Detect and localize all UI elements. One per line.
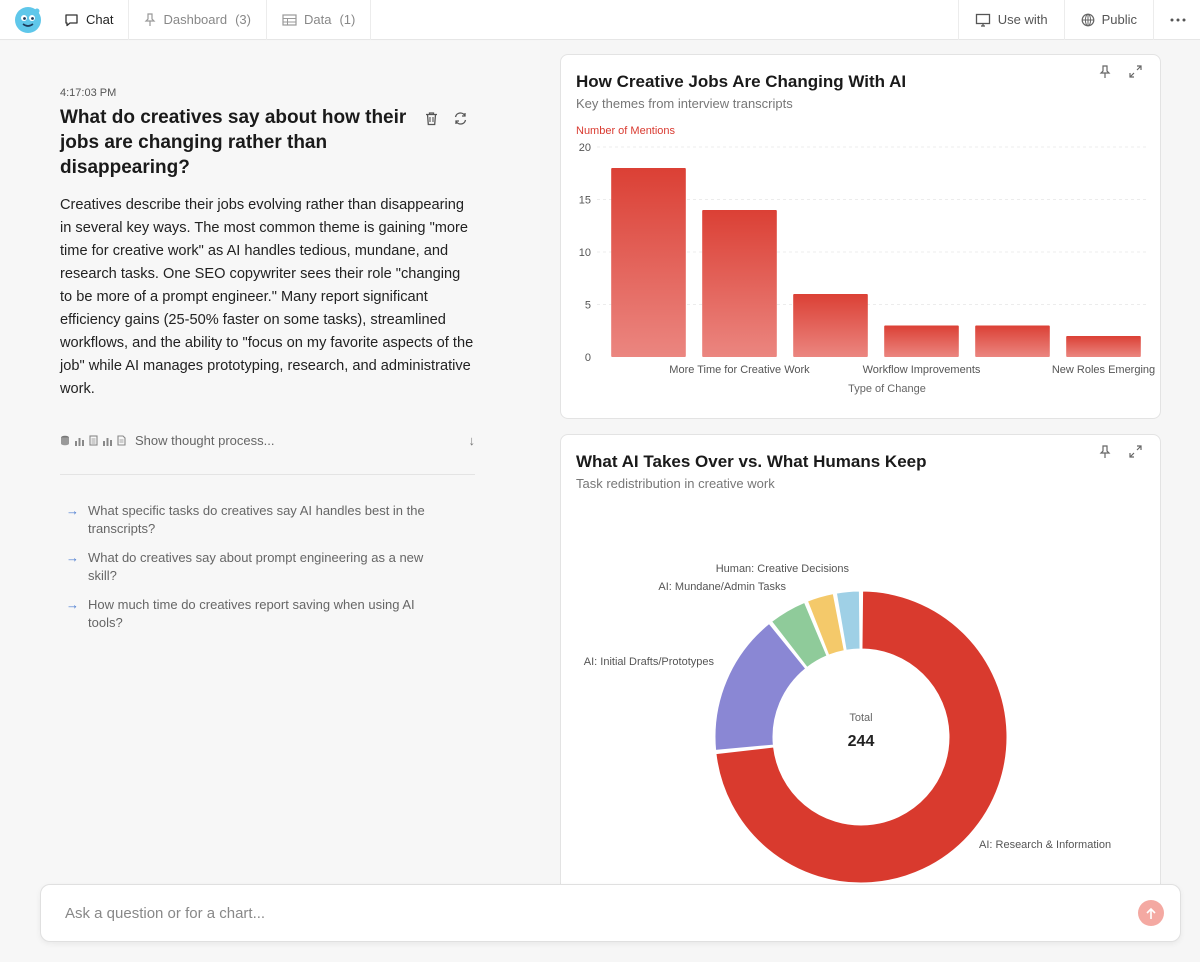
x-axis-label: Type of Change (848, 383, 926, 395)
bar-chart: Number of Mentions 0 5 10 15 20 More Time for … (576, 125, 1155, 395)
arrow-right-icon: → (66, 597, 79, 612)
followup-suggestions: → What specific tasks do creatives say AI… (66, 502, 446, 643)
arrow-right-icon: → (66, 550, 79, 565)
bar-chart-icon (75, 437, 84, 446)
slice-label: AI: Research & Information (979, 839, 1111, 851)
public-label: Public (1101, 12, 1137, 27)
y-axis-label: Number of Mentions (576, 125, 676, 137)
y-tick-label: 15 (579, 195, 591, 207)
chat-input[interactable] (65, 904, 1138, 922)
bar[interactable] (975, 325, 1050, 358)
more-options-button[interactable] (1153, 0, 1200, 40)
y-tick-label: 20 (579, 142, 591, 154)
donut-slice[interactable] (835, 590, 861, 651)
bar[interactable] (611, 168, 686, 357)
pin-icon[interactable] (1099, 445, 1111, 459)
slice-label: AI: Initial Drafts/Prototypes (584, 656, 715, 668)
arrow-up-icon (1146, 907, 1156, 919)
divider (60, 474, 475, 475)
bar[interactable] (1066, 336, 1141, 357)
use-with-label: Use with (997, 12, 1048, 27)
donut-total: 244 (848, 733, 875, 750)
user-question: What do creatives say about how their jo… (60, 107, 407, 178)
tab-dashboard[interactable]: Dashboard (3) (129, 0, 267, 40)
top-bar: Chat Dashboard (3) Data (1) Use with Pub… (0, 0, 1200, 40)
followup-text: How much time do creatives report saving… (88, 597, 415, 630)
bar-chart-icon (103, 437, 112, 446)
y-tick-label: 10 (579, 247, 591, 259)
followup-text: What do creatives say about prompt engin… (88, 550, 424, 583)
tab-data-count: (1) (339, 12, 356, 27)
use-with-button[interactable]: Use with (957, 0, 1064, 40)
trash-icon[interactable] (424, 111, 439, 126)
chat-input-bar (40, 884, 1181, 942)
y-tick-label: 5 (585, 300, 591, 312)
bar-chart-card: Number of Mentions 0 5 10 15 20 More Time for … (560, 54, 1161, 419)
donut-chart: Total 244 AI: Research & Information AI: In… (584, 563, 1111, 884)
card-actions (1099, 65, 1142, 79)
database-icon (61, 435, 69, 446)
globe-icon (1081, 13, 1094, 26)
document-icon (117, 435, 126, 446)
public-button[interactable]: Public (1063, 0, 1153, 40)
pin-icon[interactable] (1099, 65, 1111, 79)
donut-slice[interactable] (714, 622, 807, 751)
assistant-answer: Creatives describe their jobs evolving r… (60, 197, 474, 397)
donut-slice[interactable] (715, 590, 1008, 884)
thought-process-label: Show thought process... (135, 433, 275, 448)
tab-dashboard-label: Dashboard (163, 12, 228, 27)
slice-label: AI: Mundane/Admin Tasks (658, 581, 786, 593)
tab-data[interactable]: Data (1) (267, 0, 372, 40)
arrow-right-icon: → (66, 503, 79, 518)
donut-chart-subtitle: Task redistribution in creative work (576, 476, 775, 491)
pin-icon (145, 12, 156, 26)
followup-item[interactable]: → How much time do creatives report savin… (66, 596, 446, 632)
donut-slice[interactable] (770, 601, 828, 669)
chat-pane: 4:17:03 PM What do creatives say about h… (0, 41, 540, 962)
x-tick-label: Workflow Improvements (863, 364, 981, 376)
followup-text: What specific tasks do creatives say AI … (88, 503, 425, 536)
monitor-icon (975, 13, 990, 27)
bar-chart-title: How Creative Jobs Are Changing With AI (576, 72, 907, 91)
more-icon (1170, 18, 1186, 21)
tab-dashboard-count: (3) (235, 12, 251, 27)
bar[interactable] (793, 294, 868, 357)
donut-chart-card: Total 244 AI: Research & Information AI: In… (560, 434, 1161, 904)
regenerate-icon[interactable] (453, 111, 468, 126)
followup-item[interactable]: → What do creatives say about prompt engi… (66, 549, 446, 585)
x-tick-label: More Time for Creative Work (669, 364, 810, 376)
card-actions (1099, 445, 1142, 459)
arrow-down-icon: ↓ (468, 433, 476, 448)
app-logo-icon[interactable] (13, 5, 43, 35)
expand-icon[interactable] (1129, 445, 1142, 458)
thought-process-toggle[interactable]: Show thought process... ↓ (60, 433, 475, 448)
message-actions (424, 111, 468, 126)
donut-chart-title: What AI Takes Over vs. What Humans Keep (576, 452, 927, 471)
expand-icon[interactable] (1129, 65, 1142, 78)
tool-icons (60, 435, 126, 446)
chat-icon (65, 13, 78, 26)
send-button[interactable] (1138, 900, 1164, 926)
slice-label: Human: Creative Decisions (716, 563, 850, 575)
message-timestamp: 4:17:03 PM (60, 87, 117, 99)
x-tick-label: New Roles Emerging (1052, 364, 1155, 376)
document-icon (89, 435, 98, 446)
tab-data-label: Data (303, 12, 332, 27)
bar[interactable] (702, 210, 777, 357)
y-tick-label: 0 (585, 352, 591, 364)
tab-chat-label: Chat (86, 12, 114, 27)
donut-center-label: Total (849, 712, 872, 724)
donut-slice[interactable] (806, 593, 845, 656)
followup-item[interactable]: → What specific tasks do creatives say AI… (66, 502, 446, 538)
tab-chat[interactable]: Chat (49, 0, 130, 40)
bar[interactable] (884, 325, 959, 358)
table-icon (282, 13, 297, 26)
bar-chart-subtitle: Key themes from interview transcripts (576, 96, 793, 111)
